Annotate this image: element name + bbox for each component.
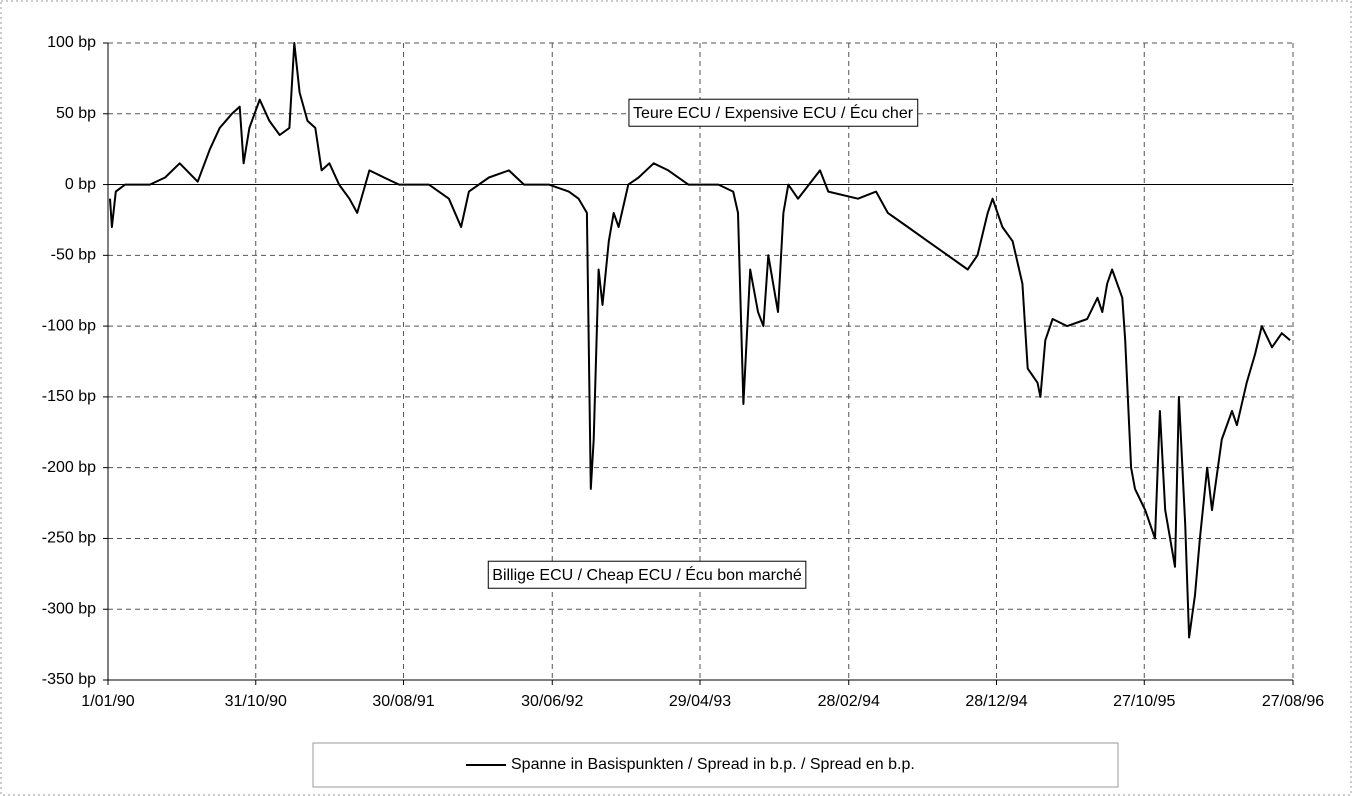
annotation-box bbox=[628, 98, 919, 127]
x-tick-label: 1/01/90 bbox=[81, 693, 134, 710]
legend-box bbox=[312, 742, 1119, 788]
x-tick-label: 27/08/96 bbox=[1262, 693, 1324, 710]
y-tick-label: -100 bp bbox=[42, 317, 96, 334]
x-tick-label: 28/12/94 bbox=[965, 693, 1027, 710]
x-tick-label: 31/10/90 bbox=[225, 693, 287, 710]
x-tick-label: 27/10/95 bbox=[1113, 693, 1175, 710]
annotation: Billige ECU / Cheap ECU / Écu bon marché bbox=[492, 565, 802, 584]
x-tick-label: 28/02/94 bbox=[818, 693, 880, 710]
y-tick-label: -150 bp bbox=[42, 388, 96, 405]
y-tick-label: -350 bp bbox=[42, 671, 96, 688]
y-tick-label: -50 bp bbox=[51, 247, 96, 264]
y-tick-label: 100 bp bbox=[47, 34, 96, 51]
x-tick-label: 30/06/92 bbox=[521, 693, 583, 710]
y-tick-label: -250 bp bbox=[42, 530, 96, 547]
legend-label: Spanne in Basispunkten / Spread in b.p. … bbox=[511, 756, 915, 773]
y-tick-label: -300 bp bbox=[42, 600, 96, 617]
x-tick-label: 29/04/93 bbox=[669, 693, 731, 710]
y-tick-label: -200 bp bbox=[42, 459, 96, 476]
y-tick-label: 50 bp bbox=[56, 105, 96, 122]
annotation-box bbox=[487, 560, 807, 589]
series-line bbox=[109, 42, 1291, 639]
x-tick-label: 30/08/91 bbox=[372, 693, 434, 710]
y-tick-label: 0 bp bbox=[65, 176, 96, 193]
annotation: Teure ECU / Expensive ECU / Écu cher bbox=[633, 103, 914, 122]
